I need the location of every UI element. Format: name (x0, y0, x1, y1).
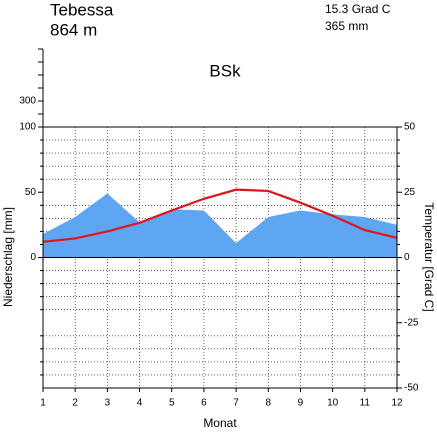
x-axis-label: Monat (203, 416, 237, 430)
x-tick-label: 9 (298, 398, 304, 409)
x-tick-label: 4 (137, 398, 143, 409)
chart-subtitle: 864 m (50, 20, 97, 39)
upper-tick-label: 300 (19, 96, 36, 107)
x-tick-label: 10 (327, 398, 339, 409)
chart-title: Tebessa (50, 0, 114, 19)
y-tick-label: 50 (25, 187, 37, 198)
y2-tick-label: 50 (404, 122, 416, 133)
annotation: 15.3 Grad C (325, 2, 391, 16)
x-tick-label: 5 (169, 398, 175, 409)
annotation: 365 mm (325, 19, 368, 33)
y2-tick-label: 25 (404, 187, 416, 198)
x-tick-label: 11 (360, 398, 371, 409)
climate-class: BSk (209, 61, 241, 80)
y2-tick-label: -25 (404, 317, 419, 328)
x-tick-label: 12 (391, 398, 403, 409)
x-tick-label: 1 (40, 398, 46, 409)
temperature-line (42, 188, 398, 243)
y2-tick-label: -50 (404, 383, 419, 394)
y2-axis-label: Temperatur [Grad C] (422, 202, 436, 311)
y-tick-label: 0 (30, 252, 36, 263)
x-tick-label: 2 (72, 398, 78, 409)
y2-tick-label: 0 (404, 252, 410, 263)
precipitation-area (43, 193, 397, 258)
y-tick-label: 100 (19, 122, 36, 133)
x-tick-label: 6 (201, 398, 207, 409)
y-axis-label: Niederschlag [mm] (1, 207, 15, 307)
x-tick-label: 8 (265, 398, 271, 409)
x-tick-label: 3 (105, 398, 111, 409)
x-tick-label: 7 (233, 398, 239, 409)
